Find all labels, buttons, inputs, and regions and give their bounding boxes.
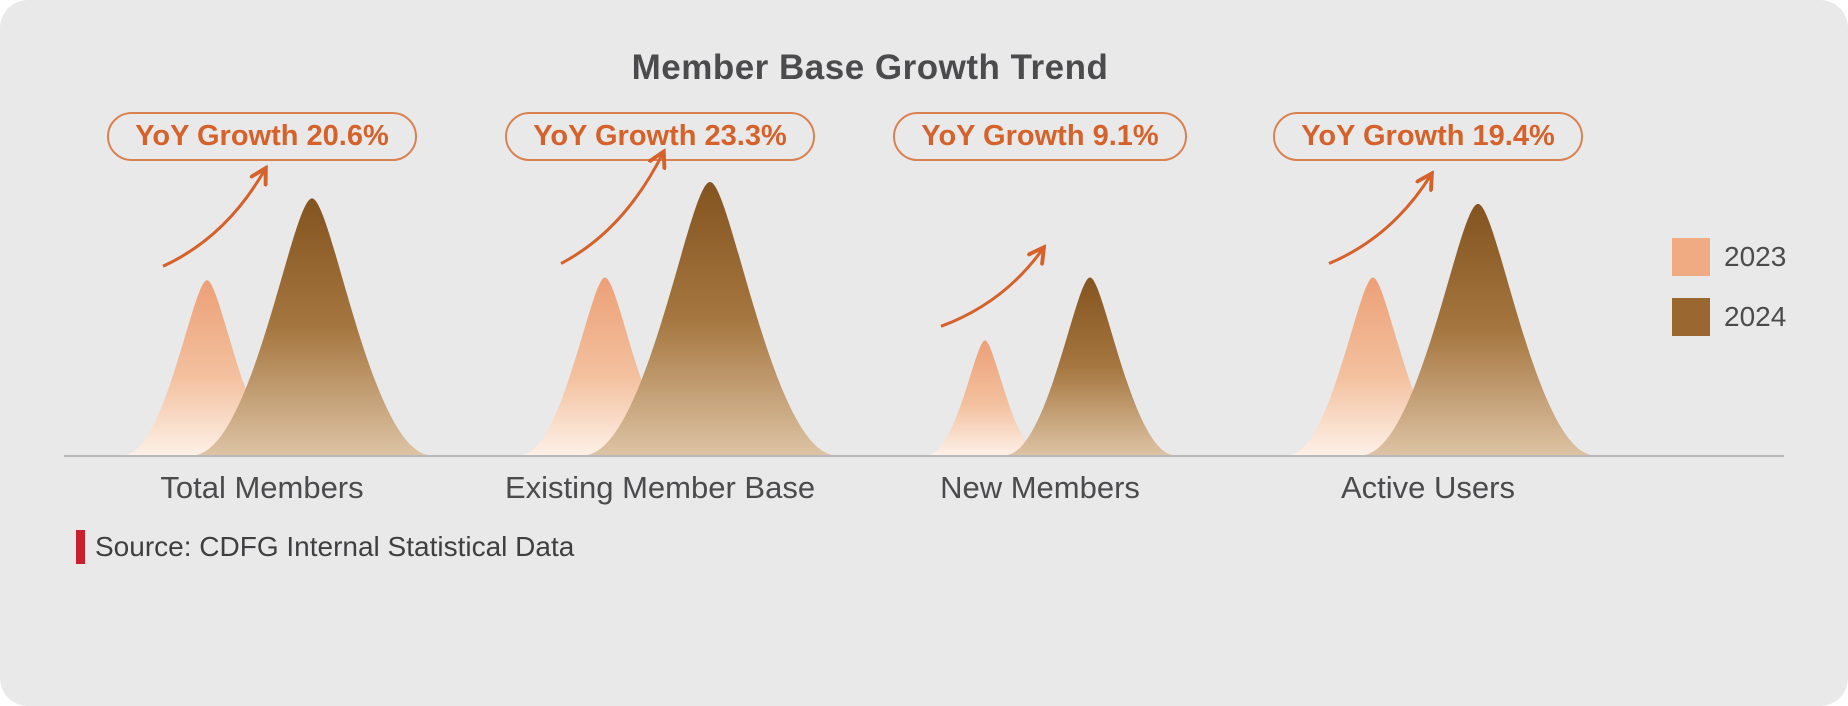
source-marker-bar — [76, 530, 85, 564]
category-label: Existing Member Base — [504, 470, 816, 505]
legend-swatch-2023 — [1672, 238, 1710, 276]
peak-chart — [928, 135, 1173, 455]
yoy-badge-wrap: YoY Growth 19.4% — [1198, 112, 1658, 164]
yoy-growth-badge-label: YoY Growth 19.4% — [1301, 120, 1555, 152]
growth-arrow — [560, 153, 663, 265]
category-group: YoY Growth 9.1% New Members — [810, 112, 1270, 512]
category-label: Active Users — [1341, 470, 1515, 505]
peak-2023 — [928, 340, 1042, 455]
yoy-badge-wrap: YoY Growth 20.6% — [32, 112, 492, 164]
legend-label-2023: 2023 — [1724, 241, 1787, 272]
category-group: YoY Growth 19.4% Active Users — [1198, 112, 1658, 512]
yoy-growth-badge: YoY Growth 20.6% — [107, 112, 417, 161]
source-note: Source: CDFG Internal Statistical Data — [76, 530, 574, 564]
growth-arrow — [1328, 175, 1431, 265]
legend-label-2024: 2024 — [1724, 301, 1787, 332]
growth-arrow — [162, 169, 265, 268]
peak-2024 — [1364, 203, 1592, 455]
growth-arrow — [940, 249, 1043, 328]
peak-chart — [125, 135, 428, 455]
legend-item-2024: 2024 — [1672, 298, 1786, 336]
legend: 2023 2024 — [1672, 238, 1786, 358]
category-label: New Members — [940, 470, 1140, 505]
chart-title: Member Base Growth Trend — [631, 48, 1109, 87]
axis-baseline — [64, 455, 1784, 457]
yoy-growth-badge: YoY Growth 9.1% — [893, 112, 1187, 161]
peak-2024 — [1007, 277, 1173, 455]
peak-chart — [522, 135, 833, 455]
legend-item-2023: 2023 — [1672, 238, 1786, 276]
peak-2024 — [587, 182, 833, 455]
category-group: YoY Growth 23.3% Existing Member Base — [430, 112, 890, 512]
peak-2024 — [196, 198, 428, 455]
source-text: Source: CDFG Internal Statistical Data — [95, 531, 575, 562]
yoy-growth-badge: YoY Growth 19.4% — [1273, 112, 1583, 161]
yoy-badge-wrap: YoY Growth 9.1% — [810, 112, 1270, 164]
yoy-growth-badge-label: YoY Growth 20.6% — [135, 120, 389, 152]
legend-swatch-2024 — [1672, 298, 1710, 336]
peak-chart — [1290, 135, 1592, 455]
category-label: Total Members — [160, 470, 364, 505]
yoy-growth-badge-label: YoY Growth 9.1% — [921, 120, 1159, 152]
category-group: YoY Growth 20.6% Total Members — [32, 112, 492, 512]
yoy-growth-badge-label: YoY Growth 23.3% — [533, 120, 787, 152]
